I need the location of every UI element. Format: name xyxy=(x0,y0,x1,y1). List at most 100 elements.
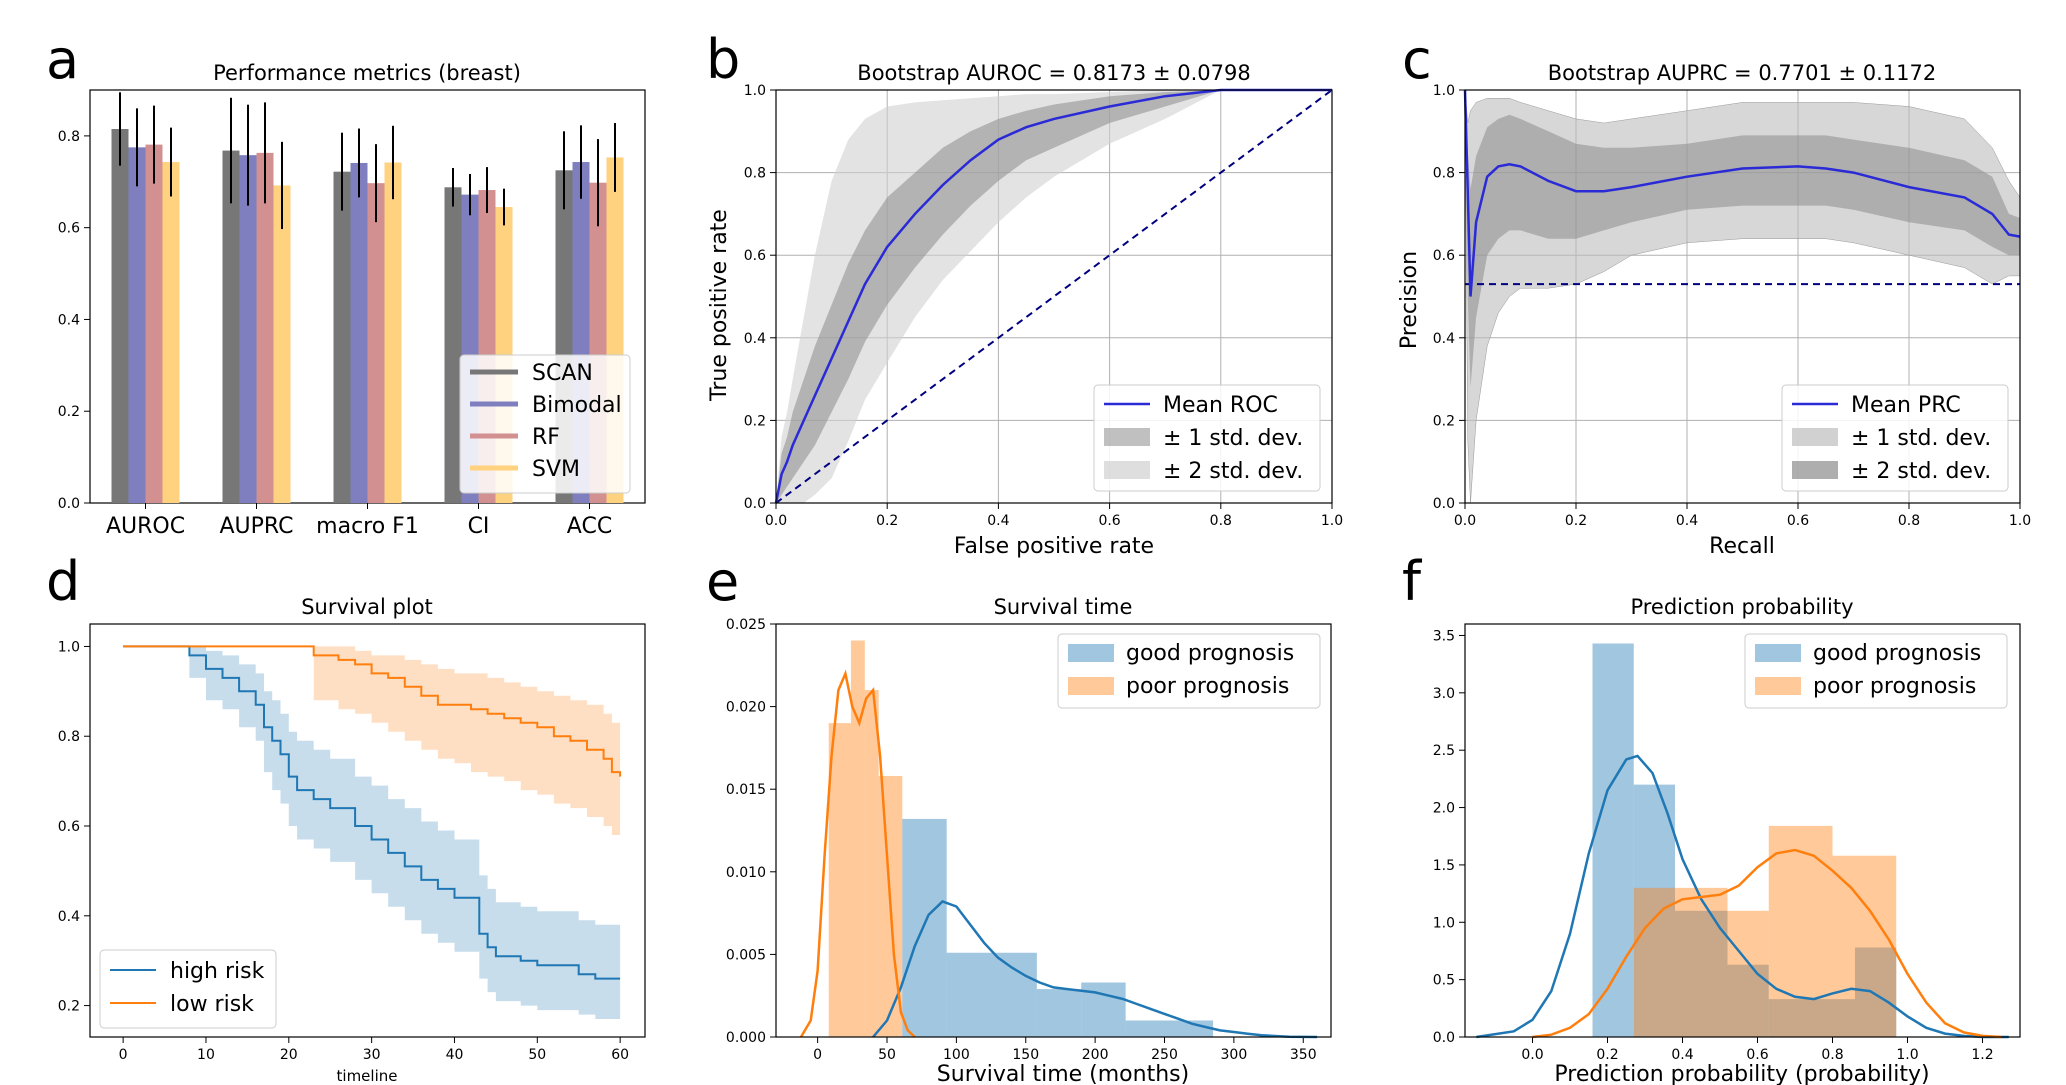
x-tick-label: 20 xyxy=(280,1047,298,1063)
survival-line xyxy=(123,645,622,777)
histogram-bar xyxy=(1633,887,1728,1037)
plot-area: 0.0 0.5 1.0 1.5 2.0 2.5 3.0 3.5 0.0 0.2 0.4 0.6 0.8 1… xyxy=(1433,623,2021,1063)
histogram-bar xyxy=(864,690,879,1037)
std1-band xyxy=(776,90,1332,503)
x-tick-label: 1.0 xyxy=(2009,513,2031,529)
panel-a: a Performance metrics (breast) 0.0 0.2 0.4… xyxy=(46,28,646,539)
legend-entry: Mean PRC xyxy=(1851,393,1961,418)
plot-area: 0.000 0.005 0.010 0.015 0.020 0.025 0 50 100 150 2… xyxy=(726,617,1332,1063)
y-tick-label: 0.0 xyxy=(744,496,766,512)
plot-area: 0.0 0.2 0.4 0.6 0.8 AUROC AUPRC macro F1 CI ACC SC… xyxy=(58,89,646,539)
legend-entry: SCAN xyxy=(532,361,593,386)
histogram-bar xyxy=(902,818,947,1037)
legend-swatch xyxy=(1792,428,1838,446)
x-tick-label: 300 xyxy=(1221,1047,1248,1063)
y-tick-label: 0.000 xyxy=(726,1030,766,1046)
x-axis-label: False positive rate xyxy=(954,534,1154,559)
panel-f: f Prediction probability Prediction prob… xyxy=(1402,550,2021,1085)
y-tick-label: 0.015 xyxy=(726,782,766,798)
std1-band xyxy=(1465,90,2020,388)
legend-swatch xyxy=(1068,677,1114,695)
bar xyxy=(367,183,385,503)
y-tick-label: 0.6 xyxy=(58,819,80,835)
legend-entry: low risk xyxy=(170,992,254,1017)
plot-frame xyxy=(775,623,1332,1038)
y-tick-label: 0.8 xyxy=(58,729,80,745)
y-tick-label: 3.5 xyxy=(1433,628,1455,644)
x-tick-label: 350 xyxy=(1290,1047,1317,1063)
chart-title: Survival plot xyxy=(301,595,433,619)
histogram-bar xyxy=(1727,910,1769,1037)
x-tick-label: 0.0 xyxy=(1454,513,1476,529)
y-tick-label: 0.2 xyxy=(58,999,80,1015)
survival-line xyxy=(123,645,621,980)
x-tick-label: 0.8 xyxy=(1821,1047,1843,1063)
panel-d: d Survival plot timeline 0.2 0.4 0.6 0.8 1.0… xyxy=(46,550,646,1085)
bar xyxy=(222,150,240,503)
y-tick-label: 2.5 xyxy=(1433,743,1455,759)
legend-entry: ± 1 std. dev. xyxy=(1163,426,1303,451)
legend-entry: RF xyxy=(532,425,560,450)
legend xyxy=(1781,384,2009,492)
bar xyxy=(162,162,180,503)
x-tick-label: AUPRC xyxy=(220,514,294,539)
x-tick-label: 1.0 xyxy=(1321,513,1343,529)
x-tick-label: 0.6 xyxy=(1098,513,1120,529)
y-tick-label: 1.0 xyxy=(744,83,766,99)
legend-entry: poor prognosis xyxy=(1126,674,1289,699)
y-tick-label: 0.8 xyxy=(1433,166,1455,182)
y-axis-label: Precision xyxy=(1397,251,1422,349)
panel-letter-b: b xyxy=(706,28,740,91)
x-tick-label: 30 xyxy=(363,1047,381,1063)
bar xyxy=(333,171,351,503)
y-tick-label: 0.6 xyxy=(1433,248,1455,264)
y-tick-label: 1.0 xyxy=(1433,83,1455,99)
x-tick-label: 60 xyxy=(611,1047,629,1063)
bar xyxy=(239,155,257,503)
chart-title: Performance metrics (breast) xyxy=(213,61,521,85)
x-tick-label: 10 xyxy=(197,1047,215,1063)
y-tick-label: 1.0 xyxy=(1433,915,1455,931)
histogram-bar xyxy=(1832,855,1897,1037)
panel-letter-f: f xyxy=(1402,550,1423,613)
legend-entry: ± 2 std. dev. xyxy=(1163,459,1303,484)
legend-entry: ± 1 std. dev. xyxy=(1851,426,1991,451)
x-tick-label: 0.4 xyxy=(1671,1047,1693,1063)
legend-entry: Bimodal xyxy=(532,393,622,418)
x-axis-label: Survival time (months) xyxy=(937,1062,1189,1085)
kde-line xyxy=(1532,848,2002,1039)
legend xyxy=(1057,633,1321,709)
plot-frame xyxy=(775,89,1333,504)
y-tick-label: 0.0 xyxy=(1433,1030,1455,1046)
y-tick-label: 0.020 xyxy=(726,700,766,716)
panel-c: c Bootstrap AUPRC = 0.7701 ± 0.1172 Reca… xyxy=(1397,28,2031,559)
histogram-bar xyxy=(1675,910,1728,1037)
bar xyxy=(128,147,146,503)
y-tick-label: 1.5 xyxy=(1433,858,1455,874)
plot-area: 0.2 0.4 0.6 0.8 1.0 0 10 20 30 40 50 60 high risk low… xyxy=(58,623,646,1063)
confidence-band xyxy=(123,646,621,840)
histogram-bar xyxy=(1125,1020,1214,1037)
histogram-bar xyxy=(946,952,1037,1037)
panel-b: b Bootstrap AUROC = 0.8173 ± 0.0798 Fals… xyxy=(706,28,1343,559)
mean-line xyxy=(774,88,1332,504)
x-tick-label: 0.4 xyxy=(987,513,1009,529)
x-tick-label: 0 xyxy=(119,1047,128,1063)
histogram-bar xyxy=(850,640,865,1037)
y-axis-label: True positive rate xyxy=(707,209,732,402)
panel-letter-c: c xyxy=(1402,28,1432,91)
legend-entry: ± 2 std. dev. xyxy=(1851,459,1991,484)
chart-title: Prediction probability xyxy=(1630,595,1853,619)
panel-letter-a: a xyxy=(46,28,79,91)
chance-line xyxy=(775,89,1333,504)
kde-line xyxy=(799,669,916,1038)
x-tick-label: AUROC xyxy=(106,514,185,539)
y-tick-label: 0.0 xyxy=(58,496,80,512)
y-tick-label: 0.0 xyxy=(1433,496,1455,512)
y-tick-label: 0.5 xyxy=(1433,973,1455,989)
x-tick-label: ACC xyxy=(567,514,612,539)
histogram-bar xyxy=(1855,947,1897,1037)
legend-entry: good prognosis xyxy=(1126,641,1294,666)
x-tick-label: 0.4 xyxy=(1676,513,1698,529)
